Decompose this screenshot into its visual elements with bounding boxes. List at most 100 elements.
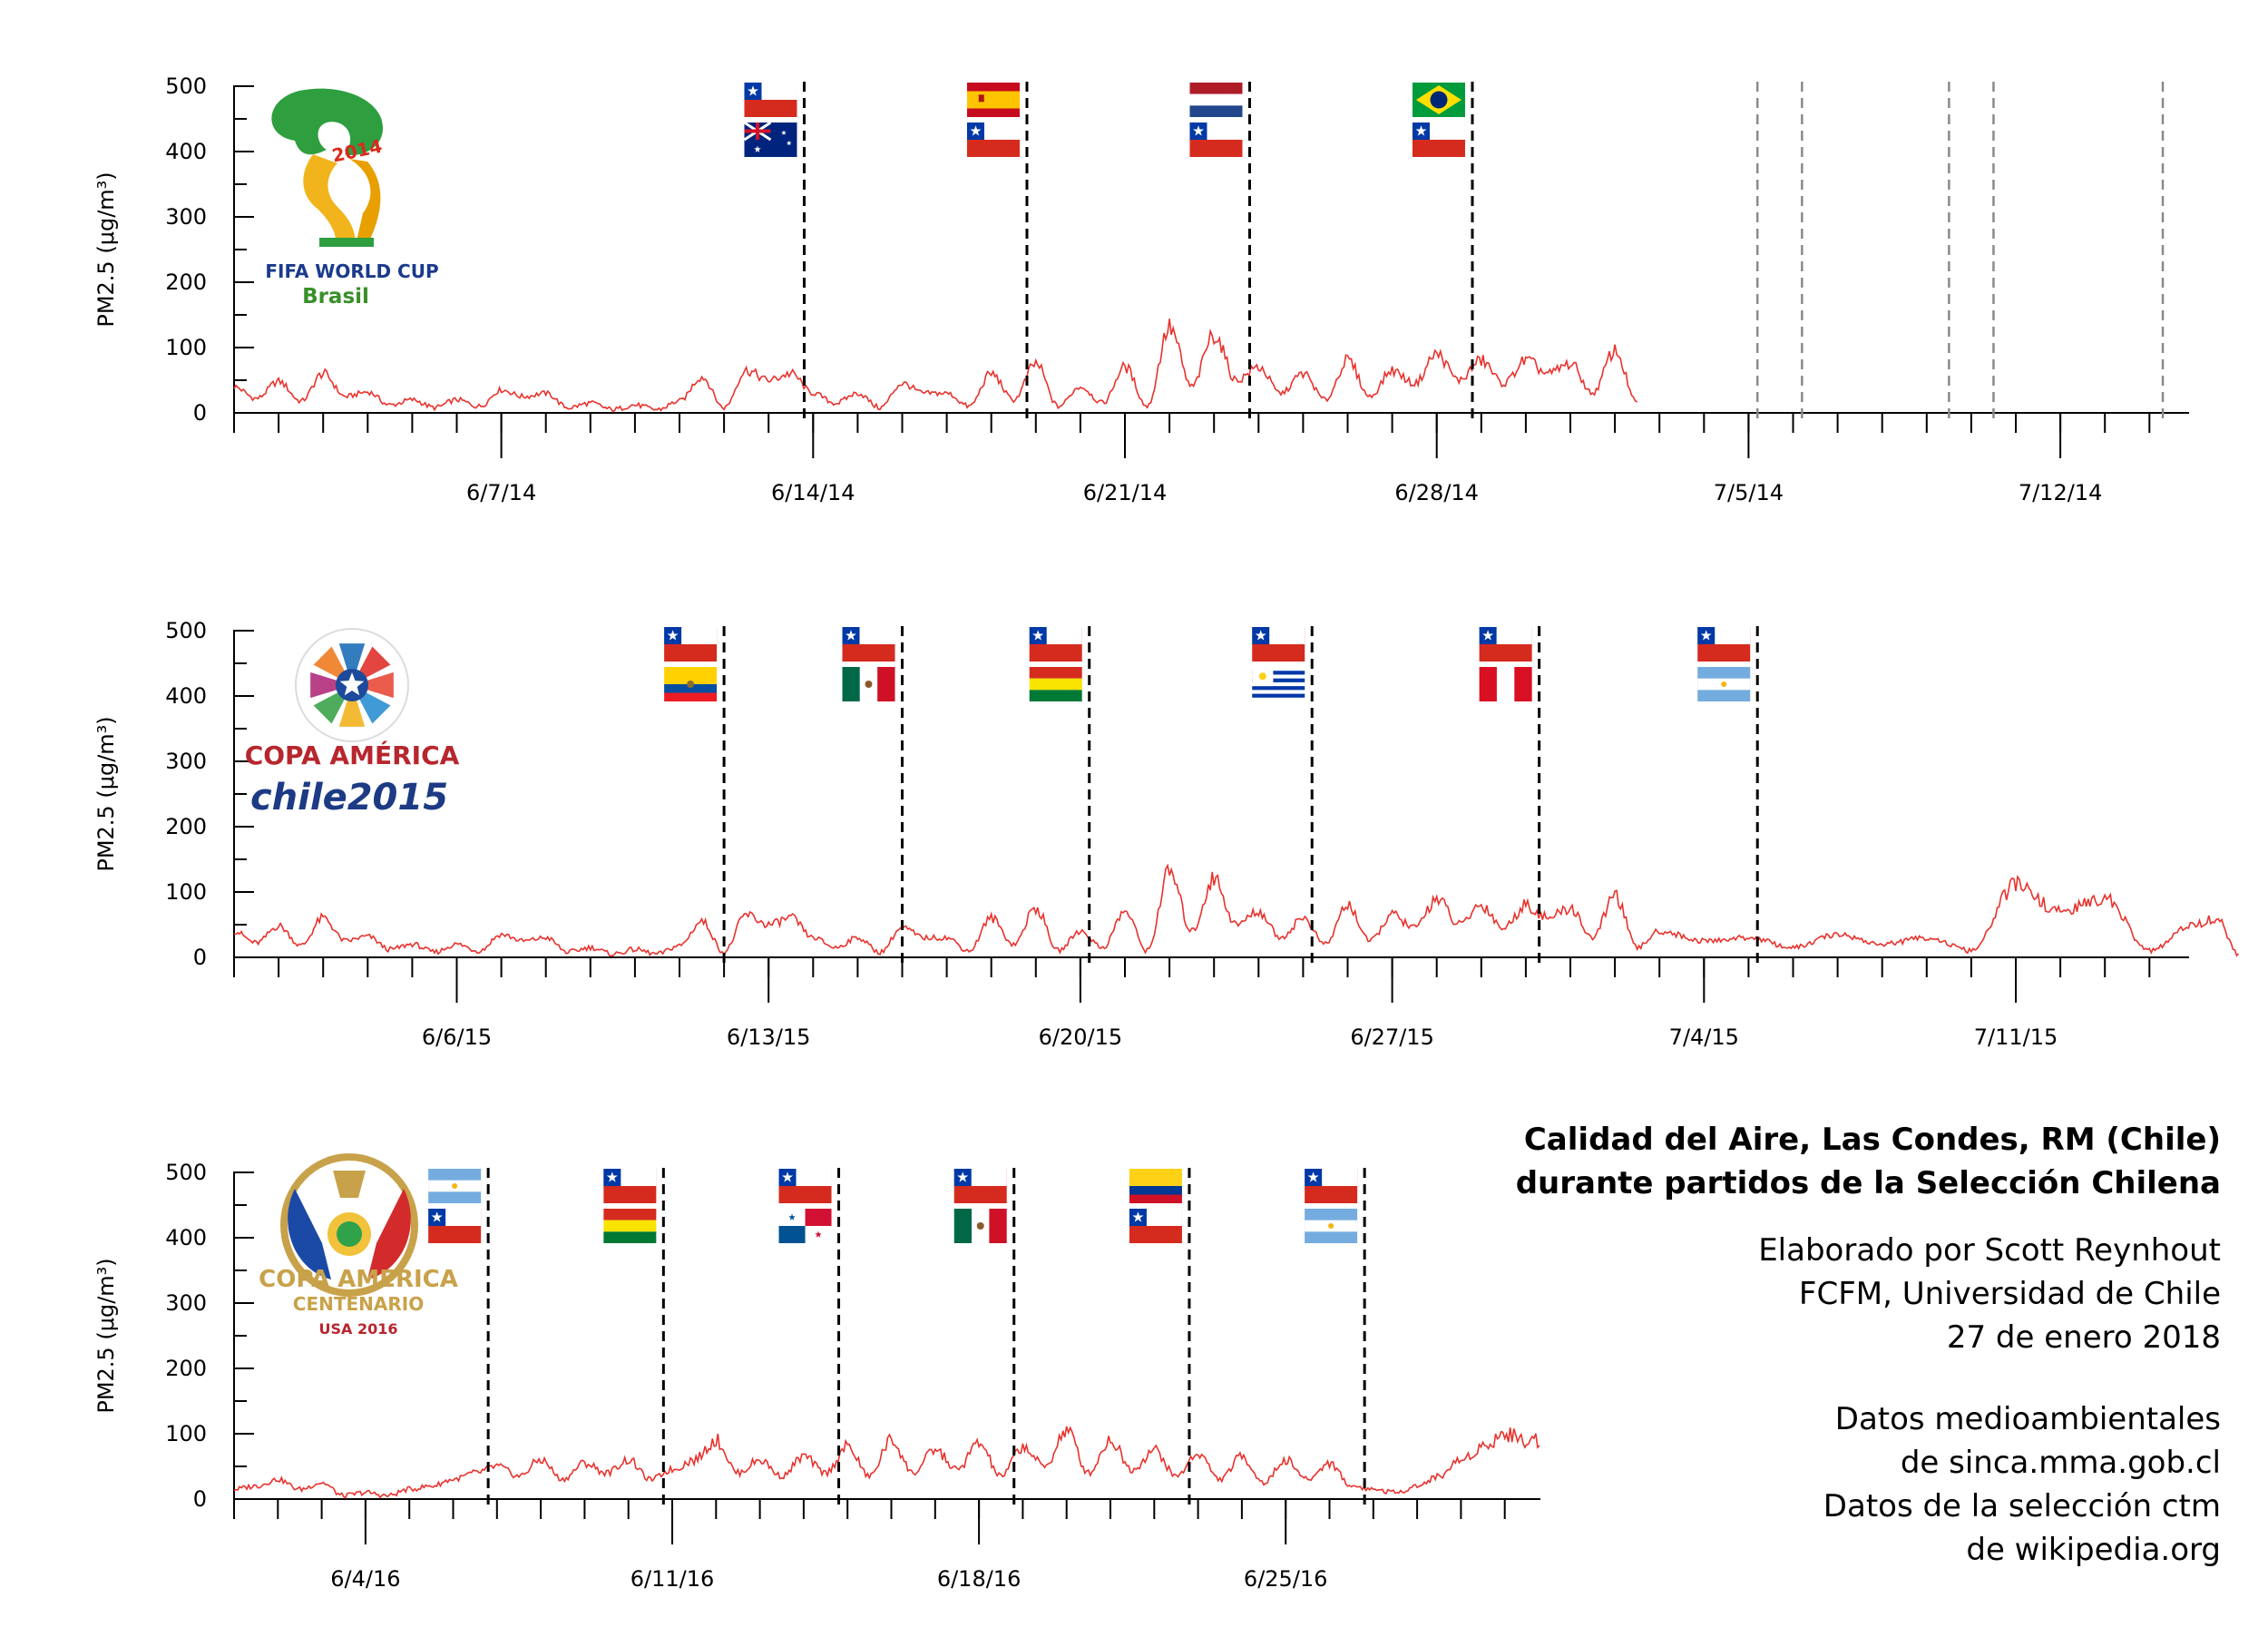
y-tick-label: 100	[165, 1421, 207, 1446]
tournament-logo: COPA AMÉRICA chile2015	[245, 628, 460, 818]
y-tick-label: 300	[165, 749, 207, 774]
logo-year-badge: 2014	[330, 135, 384, 167]
source-team-line1: Datos de la selección ctm	[1823, 1488, 2221, 1524]
pm25-series-line	[233, 319, 1638, 413]
x-tick-label: 7/5/14	[1714, 480, 1784, 505]
source-environment-line1: Datos medioambientales	[1834, 1401, 2221, 1437]
y-tick-label: 400	[165, 1225, 207, 1250]
flag-chile-icon	[664, 627, 718, 662]
y-tick-label: 400	[165, 139, 207, 164]
flag-chile-icon	[1129, 1209, 1182, 1243]
tournament-logo: 2014 FIFA WORLD CUP Brasil	[265, 88, 439, 309]
logo-line2: CENTENARIO	[293, 1293, 424, 1315]
x-tick-label: 6/20/15	[1039, 1024, 1123, 1050]
figure-sources: Datos medioambientales de sinca.mma.gob.…	[1823, 1397, 2221, 1572]
trophy-body-icon	[303, 154, 356, 245]
x-tick-label: 6/27/15	[1350, 1024, 1434, 1050]
logo-line2: chile2015	[250, 777, 448, 818]
flag-chile-icon	[953, 1169, 1007, 1203]
flag-argentina-icon	[1305, 1209, 1358, 1243]
flag-chile-icon	[966, 123, 1020, 157]
x-tick-label: 7/4/15	[1669, 1024, 1739, 1050]
flag-chile-icon	[778, 1169, 832, 1203]
y-tick-label: 500	[165, 1160, 207, 1185]
x-tick-label: 6/14/14	[771, 480, 855, 505]
flag-mexico-icon	[953, 1209, 1007, 1243]
flag-bolivia-icon	[1029, 667, 1082, 701]
flag-chile-icon	[1029, 627, 1082, 662]
flag-chile-icon	[1479, 627, 1532, 662]
centenario-emblem-icon	[280, 1153, 418, 1297]
x-tick-label: 6/7/14	[466, 480, 536, 505]
trophy-leaf-icon	[271, 88, 383, 155]
flag-chile-icon	[744, 83, 797, 117]
credit-date: 27 de enero 2018	[1946, 1319, 2221, 1356]
source-environment-line2: de sinca.mma.gob.cl	[1900, 1445, 2221, 1481]
y-tick-label: 0	[193, 1486, 207, 1512]
y-axis-label: PM2.5 (μg/m³)	[93, 716, 119, 871]
y-tick-label: 200	[165, 270, 207, 295]
x-tick-label: 6/13/15	[727, 1024, 811, 1050]
flag-spain-icon	[966, 83, 1020, 117]
flag-chile-icon	[1697, 627, 1751, 662]
figure-title: Calidad del Aire, Las Condes, RM (Chile)…	[1516, 1118, 2221, 1205]
x-tick-label: 6/18/16	[937, 1566, 1022, 1592]
flag-colombia-icon	[1129, 1169, 1182, 1203]
x-tick-label: 7/11/15	[1974, 1024, 2058, 1050]
x-tick-label: 7/12/14	[2019, 480, 2103, 505]
y-axis-label: PM2.5 (μg/m³)	[93, 172, 119, 327]
flag-australia-icon	[743, 121, 797, 157]
flag-ecuador-icon	[664, 667, 718, 701]
y-tick-label: 100	[165, 879, 207, 905]
flag-panama-icon	[778, 1209, 832, 1243]
logo-line2: Brasil	[302, 285, 369, 309]
flag-chile-icon	[842, 627, 895, 662]
logo-line1: COPA AMERICA	[259, 1266, 458, 1293]
flag-uruguay-icon	[1252, 667, 1305, 701]
flag-chile-icon	[1305, 1169, 1358, 1203]
x-tick-label: 6/21/14	[1083, 480, 1168, 505]
flag-argentina-icon	[428, 1169, 482, 1203]
pm25-series-line	[233, 863, 2240, 957]
flag-peru-icon	[1479, 667, 1532, 701]
logo-line3: USA 2016	[319, 1320, 398, 1338]
x-tick-label: 6/28/14	[1394, 480, 1479, 505]
figure-credits: Elaborado por Scott Reynhout FCFM, Unive…	[1758, 1229, 2221, 1359]
y-axis-label: PM2.5 (μg/m³)	[93, 1258, 119, 1413]
x-tick-label: 6/11/16	[631, 1566, 715, 1592]
credit-author: Elaborado por Scott Reynhout	[1758, 1232, 2221, 1269]
pm25-series-line	[233, 1426, 1540, 1499]
source-team-line2: de wikipedia.org	[1966, 1532, 2221, 1568]
x-tick-label: 6/4/16	[330, 1566, 400, 1592]
y-tick-label: 500	[165, 74, 207, 99]
x-tick-label: 6/25/16	[1244, 1566, 1328, 1592]
y-tick-label: 0	[193, 945, 207, 970]
flag-chile-icon	[603, 1169, 657, 1203]
flag-chile-icon	[428, 1209, 482, 1243]
y-tick-label: 0	[193, 400, 207, 426]
logo-line1: COPA AMÉRICA	[245, 740, 460, 770]
flag-mexico-icon	[842, 667, 895, 701]
flag-brazil-icon	[1412, 83, 1465, 117]
figure-title-line1: Calidad del Aire, Las Condes, RM (Chile)	[1523, 1122, 2221, 1158]
chart-panel-copa-america-2015: 0 100 200 300 400 500 PM2.5 (μg/m³) 6/6/15 6/13/…	[93, 618, 2240, 1050]
y-tick-label: 300	[165, 204, 207, 230]
y-tick-label: 100	[165, 335, 207, 360]
flag-chile-icon	[1189, 123, 1243, 157]
credit-institution: FCFM, Universidad de Chile	[1798, 1276, 2221, 1312]
y-tick-label: 200	[165, 1356, 207, 1381]
flag-chile-icon	[1412, 123, 1465, 157]
flag-argentina-icon	[1697, 667, 1751, 701]
y-tick-label: 200	[165, 814, 207, 839]
flag-chile-icon	[1252, 627, 1305, 662]
chart-panel-world-cup-2014: 0 100 200 300 400 500 PM2.5 (μg/m³) 6/7/14 6/14/…	[93, 74, 2189, 505]
chart-panel-copa-america-centenario-2016: 0 100 200 300 400 500 PM2.5 (μg/m³) 6/4/16 6/11/…	[93, 1153, 1540, 1592]
y-tick-label: 500	[165, 618, 207, 643]
x-tick-label: 6/6/15	[422, 1024, 492, 1050]
flag-netherlands-icon	[1189, 83, 1243, 117]
y-tick-label: 300	[165, 1290, 207, 1316]
logo-line1: FIFA WORLD CUP	[265, 260, 438, 282]
y-tick-label: 400	[165, 683, 207, 709]
